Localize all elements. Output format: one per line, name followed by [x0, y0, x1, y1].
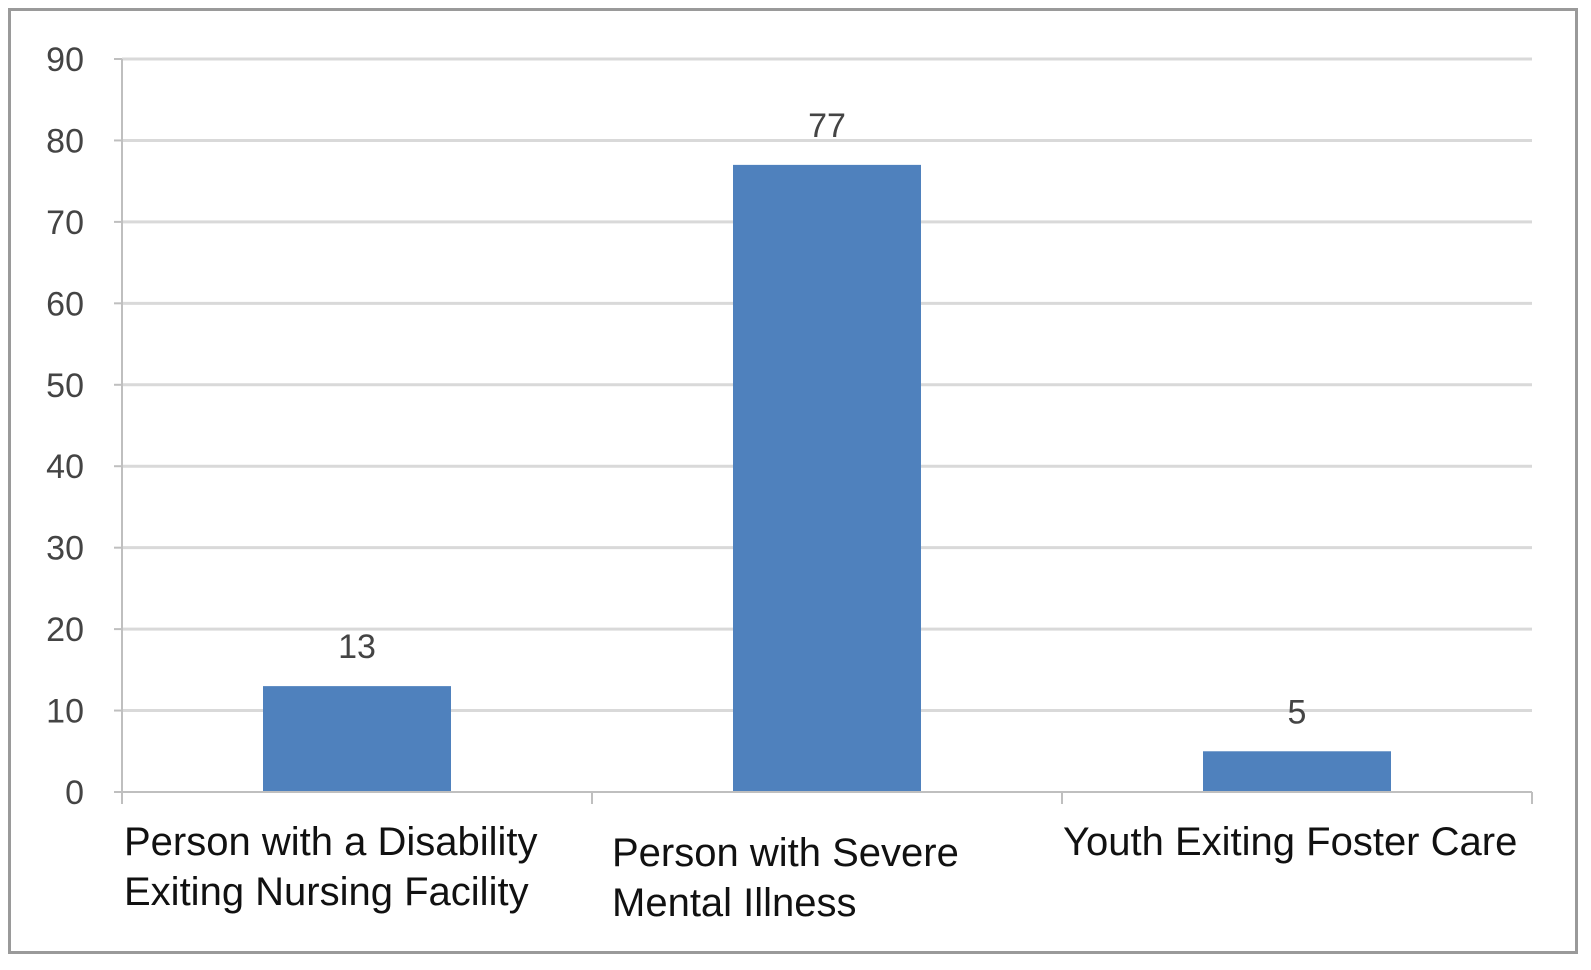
y-tick-label: 80 — [46, 122, 84, 160]
y-tick-label: 50 — [46, 367, 84, 405]
y-tick-label: 10 — [46, 693, 84, 731]
y-tick-label: 0 — [65, 774, 84, 812]
axes — [114, 58, 1533, 804]
x-category-label: Person with a Disability — [124, 820, 538, 864]
bars — [263, 164, 1391, 792]
x-category-label: Mental Illness — [612, 881, 857, 925]
y-tick-label: 60 — [46, 285, 84, 323]
bar — [1203, 751, 1391, 792]
x-category-label: Exiting Nursing Facility — [124, 870, 529, 914]
y-tick-label: 40 — [46, 448, 84, 486]
bar — [263, 686, 451, 792]
labels: 0 10 20 30 40 50 60 70 80 90 13 77 5 Person with a Di… — [46, 41, 1517, 925]
data-label: 13 — [338, 628, 376, 666]
x-category-label: Youth Exiting Foster Care — [1063, 820, 1517, 864]
y-tick-label: 90 — [46, 41, 84, 79]
data-label: 5 — [1288, 693, 1307, 731]
bar — [733, 164, 921, 792]
x-category-label: Person with Severe — [612, 831, 959, 875]
y-tick-label: 70 — [46, 204, 84, 242]
y-tick-label: 20 — [46, 611, 84, 649]
data-label: 77 — [808, 107, 846, 145]
y-tick-label: 30 — [46, 530, 84, 568]
